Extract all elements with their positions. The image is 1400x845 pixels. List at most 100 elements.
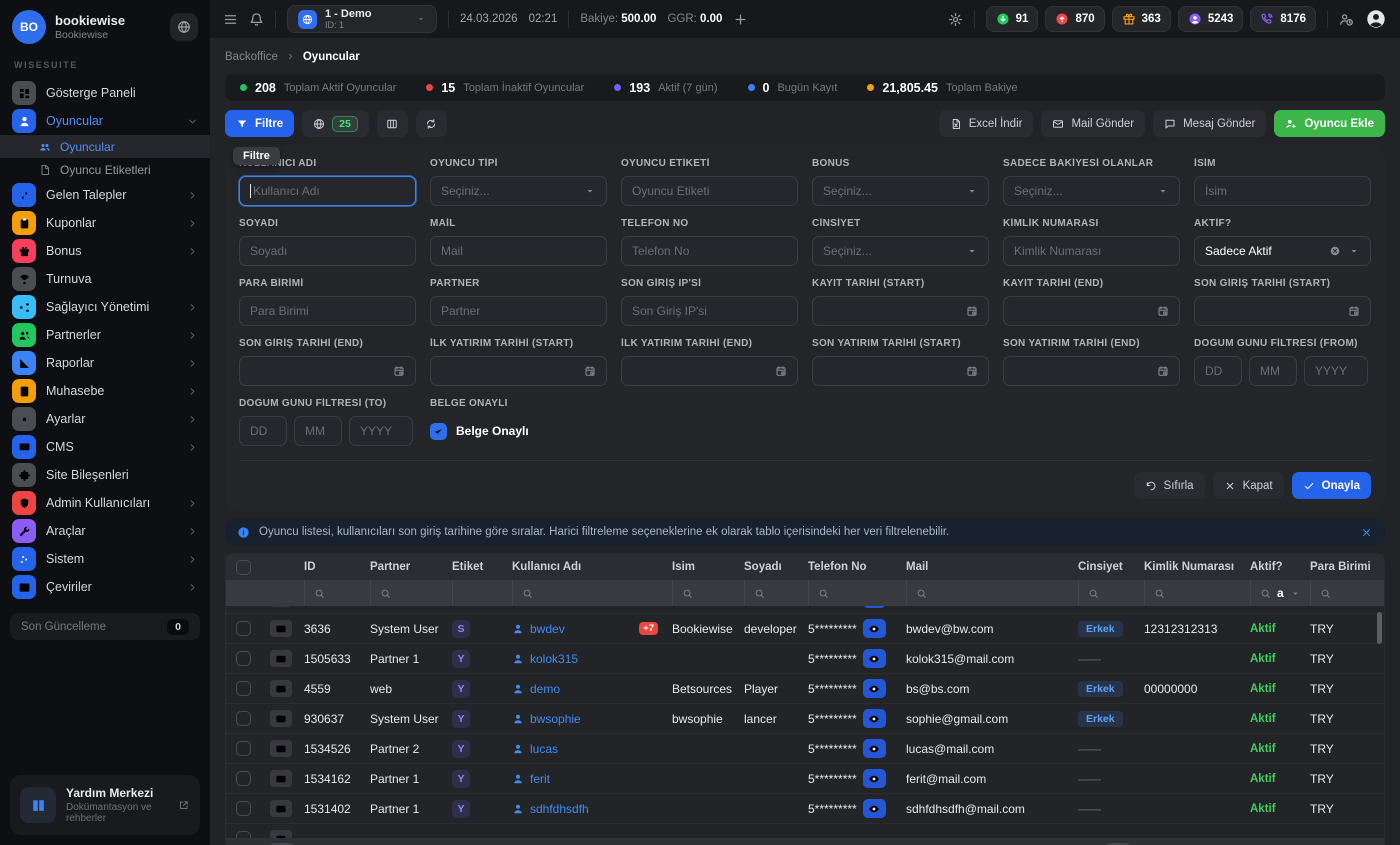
column-filter-cinsiyet[interactable]: [1078, 580, 1144, 606]
column-header-id[interactable]: ID: [304, 561, 316, 573]
date-input[interactable]: [812, 296, 989, 326]
select-input[interactable]: Sadece Aktif: [1194, 236, 1371, 266]
stat-badge-363[interactable]: 363: [1111, 6, 1171, 32]
row-checkbox[interactable]: [236, 651, 251, 666]
player-username-link[interactable]: bwsophie: [512, 712, 581, 726]
refresh-button[interactable]: [415, 110, 447, 137]
column-header-mail[interactable]: Mail: [906, 561, 929, 573]
reveal-phone-button[interactable]: [862, 799, 886, 818]
column-filter-isim[interactable]: [672, 580, 744, 606]
player-card-icon[interactable]: [270, 710, 292, 727]
column-header-kimlik[interactable]: Kimlik Numarası: [1144, 561, 1235, 573]
select-all-checkbox[interactable]: [236, 559, 251, 575]
filter-button[interactable]: Filtre: [225, 110, 295, 137]
add-player-button[interactable]: Oyuncu Ekle: [1274, 110, 1385, 137]
text-input[interactable]: Mail: [430, 236, 607, 266]
text-input[interactable]: Oyuncu Etiketi: [621, 176, 798, 206]
player-card-icon[interactable]: [270, 606, 292, 607]
close-button[interactable]: Kapat: [1212, 472, 1284, 499]
send-mail-button[interactable]: Mail Gönder: [1041, 110, 1146, 137]
calendar-icon[interactable]: [393, 365, 405, 377]
column-header-username[interactable]: Kullanıcı Adı: [512, 561, 582, 573]
last-update-row[interactable]: Son Güncelleme 0: [10, 613, 200, 640]
sidebar-item-muhasebe[interactable]: Muhasebe: [0, 377, 210, 405]
page-number-1[interactable]: 1: [1105, 842, 1132, 845]
date-input[interactable]: [621, 356, 798, 386]
select-input[interactable]: Seçiniz...: [430, 176, 607, 206]
saved-filters-button[interactable]: 25: [302, 110, 369, 137]
sidebar-item-raporlar[interactable]: Raporlar: [0, 349, 210, 377]
dob-input-mm[interactable]: MM: [1249, 356, 1297, 386]
reset-button[interactable]: Sıfırla: [1133, 472, 1205, 499]
dob-input-yyyy[interactable]: YYYY: [1304, 356, 1368, 386]
calendar-icon[interactable]: [1348, 305, 1360, 317]
player-username-link[interactable]: demo: [512, 682, 560, 696]
column-filter-para[interactable]: [1310, 580, 1384, 606]
sidebar-item-partnerler[interactable]: Partnerler: [0, 321, 210, 349]
date-input[interactable]: [1003, 356, 1180, 386]
vertical-scrollbar[interactable]: [1377, 612, 1382, 644]
settings-gear-icon[interactable]: [948, 12, 963, 27]
help-center-card[interactable]: Yardım Merkezi Dokümantasyon ve rehberle…: [10, 775, 200, 835]
text-input[interactable]: Soyadı: [239, 236, 416, 266]
row-checkbox[interactable]: [236, 621, 251, 636]
apply-button[interactable]: Onayla: [1291, 472, 1371, 499]
column-filter-aktif[interactable]: a: [1250, 580, 1310, 606]
close-icon[interactable]: [1360, 526, 1373, 539]
stat-badge-870[interactable]: 870: [1045, 6, 1105, 32]
column-header-partner[interactable]: Partner: [370, 561, 411, 573]
text-input[interactable]: İsim: [1194, 176, 1371, 206]
player-card-icon[interactable]: [270, 800, 292, 817]
column-header-etiket[interactable]: Etiket: [452, 561, 484, 573]
profile-avatar[interactable]: [1365, 8, 1387, 30]
breadcrumb-root[interactable]: Backoffice: [225, 50, 278, 63]
date-input[interactable]: [1194, 296, 1371, 326]
player-card-icon[interactable]: [270, 830, 292, 838]
user-sessions-icon[interactable]: [1339, 12, 1354, 27]
stat-badge-8176[interactable]: 8176: [1250, 6, 1316, 32]
player-username-link[interactable]: bwdev: [512, 622, 565, 636]
reveal-phone-button[interactable]: [862, 769, 886, 788]
text-input[interactable]: Telefon No: [621, 236, 798, 266]
column-filter-id[interactable]: [304, 580, 370, 606]
column-filter-partner[interactable]: [370, 580, 452, 606]
player-card-icon[interactable]: [270, 770, 292, 787]
column-header-aktif[interactable]: Aktif?: [1250, 561, 1283, 573]
sidebar-item-ayarlar[interactable]: Ayarlar: [0, 405, 210, 433]
reveal-phone-button[interactable]: [862, 606, 886, 608]
hamburger-menu-icon[interactable]: [223, 12, 238, 27]
row-checkbox[interactable]: [236, 801, 251, 816]
column-header-para[interactable]: Para Birimi: [1310, 561, 1371, 573]
dob-input-yyyy[interactable]: YYYY: [349, 416, 413, 446]
sidebar-item-site-bile-enleri[interactable]: Site Bileşenleri: [0, 461, 210, 489]
notifications-bell-icon[interactable]: [249, 12, 264, 27]
date-input[interactable]: [239, 356, 416, 386]
sidebar-item-sistem[interactable]: Sistem: [0, 545, 210, 573]
clear-selection-icon[interactable]: [1329, 245, 1341, 257]
reveal-phone-button[interactable]: [862, 619, 886, 638]
sidebar-item-kuponlar[interactable]: Kuponlar: [0, 209, 210, 237]
column-header-isim[interactable]: İsim: [672, 561, 696, 573]
row-checkbox[interactable]: [236, 711, 251, 726]
select-input[interactable]: Seçiniz...: [1003, 176, 1180, 206]
excel-export-button[interactable]: Excel İndir: [938, 110, 1034, 137]
column-filter-mail[interactable]: [906, 580, 1078, 606]
dob-input-dd[interactable]: DD: [239, 416, 287, 446]
column-header-cinsiyet[interactable]: Cinsiyet: [1078, 561, 1123, 573]
dob-input-dd[interactable]: DD: [1194, 356, 1242, 386]
player-card-icon[interactable]: [270, 740, 292, 757]
date-input[interactable]: [812, 356, 989, 386]
date-input[interactable]: [1003, 296, 1180, 326]
sidebar-item--eviriler[interactable]: Çeviriler: [0, 573, 210, 601]
columns-button[interactable]: [376, 110, 408, 137]
date-input[interactable]: [430, 356, 607, 386]
row-checkbox[interactable]: [236, 831, 251, 838]
player-username-link[interactable]: lucas: [512, 742, 558, 756]
player-card-icon[interactable]: [270, 680, 292, 697]
row-checkbox[interactable]: [236, 681, 251, 696]
sidebar-item-cms[interactable]: CMS: [0, 433, 210, 461]
player-username-link[interactable]: ferit: [512, 772, 550, 786]
text-input[interactable]: Para Birimi: [239, 296, 416, 326]
calendar-icon[interactable]: [1157, 365, 1169, 377]
player-username-link[interactable]: sdhfdhsdfh: [512, 802, 589, 816]
